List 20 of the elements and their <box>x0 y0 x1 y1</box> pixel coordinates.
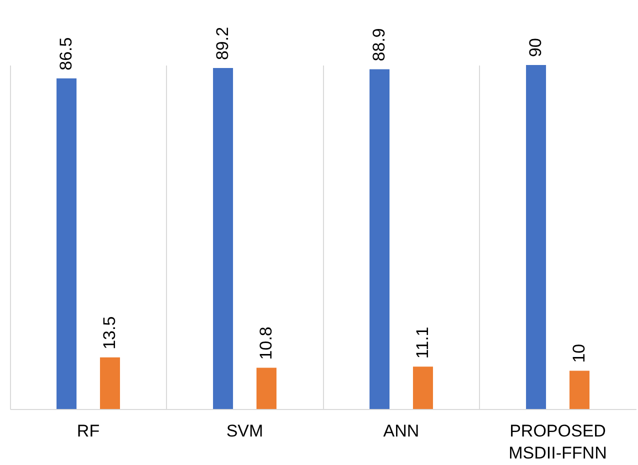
bar <box>526 65 546 409</box>
data-label: 90 <box>526 38 546 57</box>
x-tick-label: SVM <box>226 422 264 440</box>
data-label: 10.8 <box>256 326 276 360</box>
data-label: 11.1 <box>412 326 432 359</box>
bar <box>213 68 234 409</box>
data-label: 89.2 <box>213 26 232 60</box>
data-label: 86.5 <box>56 37 76 70</box>
data-label: 13.5 <box>100 316 119 350</box>
data-label: 10 <box>569 344 588 363</box>
x-tick-label: RF <box>76 422 100 440</box>
bar <box>100 357 120 409</box>
bar <box>412 366 433 409</box>
data-label: 88.9 <box>370 28 389 62</box>
bar <box>569 370 590 409</box>
bar <box>370 69 390 409</box>
bar <box>256 368 276 409</box>
x-tick-label: ANN <box>383 422 420 440</box>
x-tick-label: PROPOSED MSDII-FFNN <box>508 422 607 462</box>
bar <box>56 78 77 409</box>
